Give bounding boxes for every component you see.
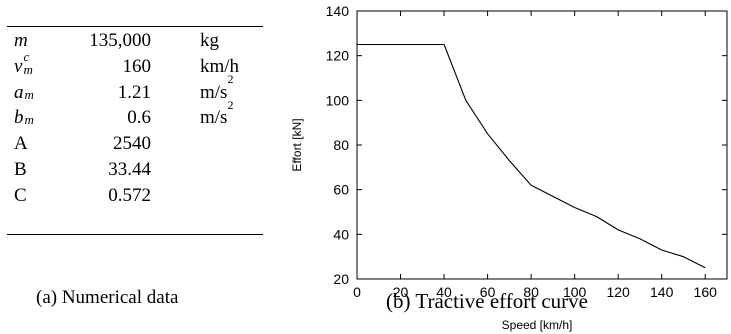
symbol-superscript: c: [23, 48, 30, 64]
table-row: b m 0.6 m/s2: [0, 98, 270, 131]
x-tick-label: 60: [480, 284, 496, 300]
x-tick-label: 80: [523, 284, 539, 300]
symbol-subscript: m: [24, 112, 34, 128]
parameter-value: 160: [122, 55, 152, 77]
y-tick-label: 40: [333, 226, 349, 242]
tractive-effort-series-line: [357, 43, 706, 269]
parameter-value: 1.21: [117, 81, 151, 103]
unit-superscript: 2: [227, 98, 234, 113]
table-row: B 33.44: [0, 157, 270, 183]
x-tick-label: 20: [393, 284, 409, 300]
x-axis-label: Speed [km/h]: [502, 318, 573, 332]
table-row: m 135,000 kg: [0, 28, 270, 54]
parameter-symbol: C: [14, 184, 27, 206]
table-row: C 0.572: [0, 183, 270, 209]
y-tick-label: 120: [326, 48, 350, 64]
parameter-symbol: B: [14, 159, 27, 180]
caption-tractive-effort: (b) Tractive effort curve: [386, 289, 588, 313]
parameter-unit: m/s2: [200, 98, 234, 129]
symbol-subscript: m: [24, 86, 34, 102]
numerical-data-panel: m 135,000 kg v c m 160 km/h a m 1.21 m/s2 b m 0.6 m/s2 A…: [0, 0, 270, 334]
x-tick-label: 120: [606, 284, 630, 300]
x-tick-label: 160: [694, 284, 718, 300]
parameter-value: 0.572: [108, 184, 151, 206]
x-tick-label: 0: [353, 284, 361, 300]
y-tick-label: 20: [333, 271, 349, 287]
tractive-effort-chart-panel: 20 40 60 80 100 120 140 0 20 40 60 80 100 120 140 160 Ef…: [270, 0, 731, 334]
parameter-value: 2540: [113, 133, 151, 155]
table-row: a m 1.21 m/s2: [0, 72, 270, 106]
x-tick-label: 40: [436, 284, 452, 300]
y-tick-label: 100: [326, 92, 350, 108]
y-tick-label: 60: [333, 182, 349, 198]
y-tick-label: 140: [326, 3, 350, 19]
y-axis-label: Effort [kN]: [290, 118, 304, 171]
parameter-value: 33.44: [108, 159, 151, 180]
y-tick-label: 80: [333, 137, 349, 153]
x-tick-label: 100: [563, 284, 587, 300]
table-top-rule: [7, 26, 263, 27]
table-bottom-rule: [7, 234, 263, 235]
caption-numerical-data: (a) Numerical data: [36, 287, 179, 308]
symbol-subscript: m: [23, 61, 33, 77]
plot-frame: [356, 10, 728, 280]
parameter-value: 0.6: [127, 107, 151, 129]
x-tick-label: 140: [650, 284, 674, 300]
parameter-unit: m/s2: [200, 72, 234, 103]
parameter-value: 135,000: [89, 30, 151, 51]
parameter-symbol: A: [14, 133, 28, 155]
parameter-unit: km/h: [200, 55, 240, 77]
table-row: v c m 160 km/h: [0, 48, 270, 80]
unit-superscript: 2: [227, 72, 234, 87]
parameter-unit: kg: [200, 30, 219, 51]
table-row: A 2540: [0, 131, 270, 157]
parameter-symbol: m: [14, 30, 28, 51]
